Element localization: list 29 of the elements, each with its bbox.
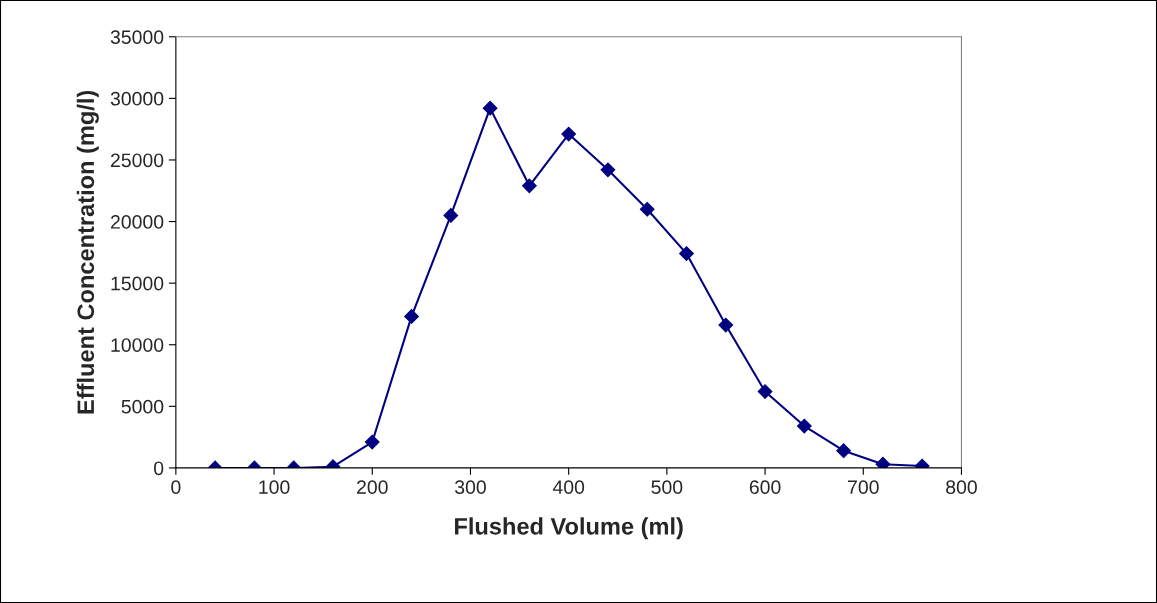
x-tick-label: 300 [454,480,486,495]
x-tick-label: 500 [651,480,683,495]
point [521,178,537,194]
point [757,384,773,399]
y-tick-label: 15000 [111,276,164,291]
y-tick-label: 20000 [110,215,164,229]
point [600,162,616,178]
point [482,100,498,116]
point [679,246,694,261]
point [718,317,734,333]
x-tick-label: 700 [848,480,879,495]
y-tick-label: 25000 [110,153,164,168]
x-tick-label: 800 [946,480,977,495]
y-axis-title: Effluent Concentration (mg/l) [76,90,99,414]
point [404,309,419,324]
point [443,208,459,223]
point [561,126,577,142]
x-tick-label: 0 [171,480,181,495]
y-tick-label: 5000 [121,399,164,414]
x-tick-label: 400 [552,480,585,495]
point [639,201,655,217]
y-tick-label: 30000 [110,91,164,106]
y-tick-label: 0 [154,461,164,476]
x-tick-label: 200 [357,480,388,495]
x-tick-label: 100 [259,480,290,495]
y-tick-label: 10000 [111,338,164,352]
y-tick-label: 35000 [110,30,164,45]
x-axis-title: Flushed Volume (ml) [455,517,683,540]
x-tick-label: 600 [749,480,781,495]
